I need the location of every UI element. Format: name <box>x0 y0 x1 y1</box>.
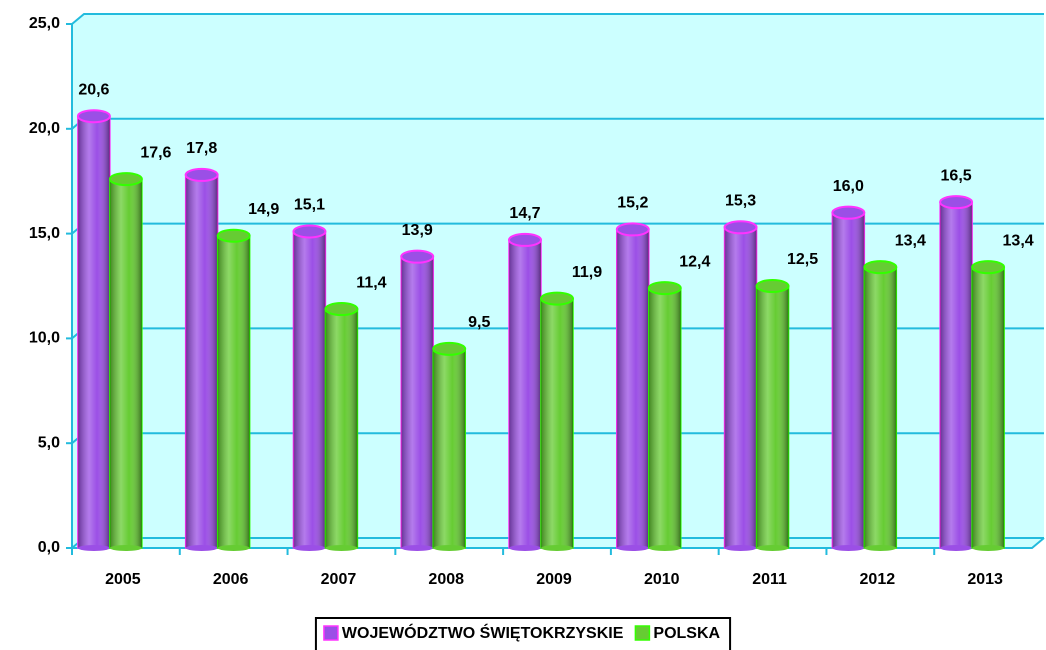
bar-shade <box>217 235 250 549</box>
bar-top <box>108 172 143 187</box>
bar-shade <box>864 267 897 548</box>
value-label: 14,9 <box>248 201 279 218</box>
value-label: 12,4 <box>679 253 710 270</box>
bar-base <box>616 545 649 551</box>
bar-shade <box>433 348 466 548</box>
value-label: 11,4 <box>356 274 386 291</box>
legend-label: WOJEWÓDZTWO ŚWIĘTOKRZYSKIE <box>342 623 624 642</box>
bar-top <box>615 222 650 237</box>
bar-shade <box>77 116 110 548</box>
bar-shade <box>325 309 358 548</box>
bar-shade <box>109 179 142 548</box>
x-tick-label: 2006 <box>213 571 249 588</box>
bar-base <box>724 545 757 551</box>
value-label: 17,6 <box>140 144 171 161</box>
bar-shade <box>972 267 1005 548</box>
value-label: 14,7 <box>509 205 540 222</box>
bar-top <box>540 291 574 306</box>
x-tick-label: 2005 <box>105 571 141 588</box>
value-label: 15,3 <box>725 193 756 210</box>
bar-base <box>401 545 434 551</box>
bar-base <box>109 545 142 551</box>
bar-top <box>324 302 359 317</box>
value-label: 13,4 <box>895 232 926 249</box>
legend-swatch <box>323 625 339 641</box>
bar-top <box>400 249 435 264</box>
x-tick-label: 2013 <box>967 571 1003 588</box>
bar-shade <box>401 256 434 548</box>
bar-shade <box>940 202 973 548</box>
value-label: 16,0 <box>833 178 864 195</box>
value-label: 15,1 <box>294 197 325 214</box>
bar-top <box>292 224 327 239</box>
x-tick-label: 2011 <box>752 571 787 588</box>
y-tick-label: 25,0 <box>29 15 60 32</box>
bar-base <box>541 545 573 551</box>
bar-top <box>432 341 467 356</box>
x-tick-label: 2008 <box>428 571 464 588</box>
y-tick-label: 10,0 <box>29 330 60 347</box>
bar-base <box>433 545 466 551</box>
bar-base <box>217 545 250 551</box>
x-tick-label: 2007 <box>321 571 357 588</box>
bar-base <box>864 545 897 551</box>
bar-base <box>940 545 973 551</box>
value-label: 13,9 <box>402 222 433 239</box>
bar-base <box>756 545 789 551</box>
value-label: 9,5 <box>468 314 490 331</box>
bar-base <box>185 545 218 551</box>
value-label: 20,6 <box>78 81 109 98</box>
grid-line <box>71 13 1044 25</box>
bar-shade <box>724 227 757 548</box>
bar-base <box>293 545 326 551</box>
bar-top <box>831 205 866 220</box>
bar-top <box>723 220 758 235</box>
legend-label: POLSKA <box>653 625 720 642</box>
value-label: 12,5 <box>787 251 818 268</box>
bar-top <box>647 281 682 296</box>
bar-top <box>508 232 542 247</box>
value-label: 11,9 <box>572 264 602 281</box>
bar-base <box>648 545 681 551</box>
bar-top <box>76 109 111 124</box>
bar-shade <box>616 229 649 548</box>
bar-shade <box>509 239 541 548</box>
y-tick-label: 15,0 <box>29 225 60 242</box>
y-tick-label: 0,0 <box>38 539 60 556</box>
bar-top <box>863 260 898 275</box>
bar-base <box>77 545 110 551</box>
bar-top <box>216 228 251 243</box>
bar-base <box>509 545 541 551</box>
x-tick-label: 2012 <box>860 571 896 588</box>
bar-top <box>971 260 1006 275</box>
y-tick-label: 20,0 <box>29 120 60 137</box>
x-tick-label: 2010 <box>644 571 680 588</box>
bar-base <box>972 545 1005 551</box>
bar-top <box>939 195 974 210</box>
bar-top <box>184 167 219 182</box>
x-axis <box>72 537 1045 549</box>
bar-shade <box>648 288 681 548</box>
bar-base <box>325 545 358 551</box>
y-tick-label: 5,0 <box>38 434 60 451</box>
bar-shade <box>541 298 573 548</box>
bar-shade <box>293 231 326 548</box>
bar-top <box>755 279 790 293</box>
bar-shade <box>832 212 865 548</box>
bar-base <box>832 545 865 551</box>
value-label: 13,4 <box>1003 232 1034 249</box>
bar-shade <box>185 174 218 549</box>
bar-shade <box>756 286 789 548</box>
legend-box <box>314 617 732 650</box>
x-tick-label: 2009 <box>536 571 572 588</box>
value-label: 15,2 <box>617 195 648 212</box>
legend-swatch <box>634 625 651 641</box>
value-label: 17,8 <box>186 140 217 157</box>
value-label: 16,5 <box>941 167 972 184</box>
